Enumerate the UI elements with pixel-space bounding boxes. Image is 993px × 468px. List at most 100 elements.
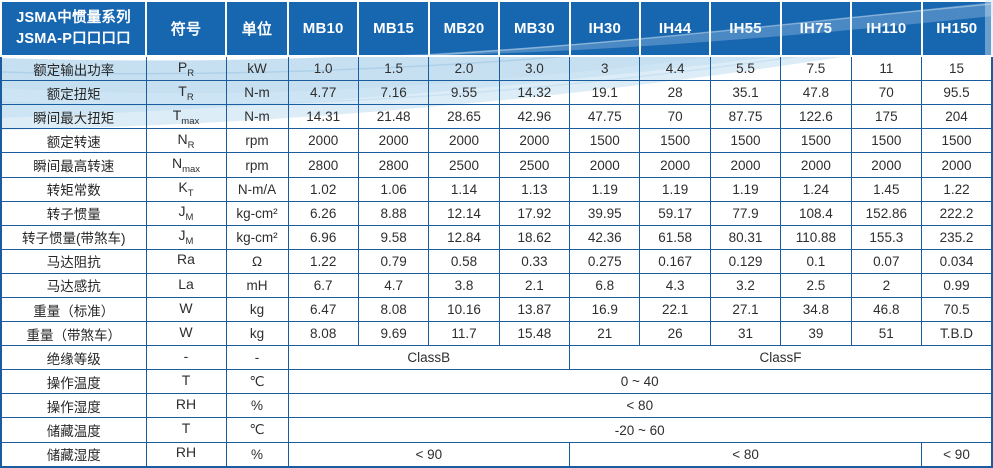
symbol-main: J xyxy=(178,227,186,244)
value-cell: 47.75 xyxy=(569,104,641,130)
value-cell: 1500 xyxy=(639,128,711,154)
value-cell: 10.16 xyxy=(428,297,500,323)
value-cell: 155.3 xyxy=(850,224,923,250)
symbol-cell: TR xyxy=(145,80,227,106)
value-cell: 1.0 xyxy=(287,55,359,82)
unit-cell: N-m xyxy=(225,80,289,106)
merged-value-cell: ClassF xyxy=(569,345,993,371)
value-cell: 1.19 xyxy=(709,176,782,202)
spec-row: 马达阻抗 Ra Ω 1.22 0.79 0.58 0.33 0.275 0.167 0.129 0.… xyxy=(0,248,993,274)
value-cell: 21.48 xyxy=(357,104,430,130)
col-header-model-ih110: IH110 xyxy=(850,0,923,57)
row-label: 转矩常数 xyxy=(0,176,147,202)
symbol-cell: KT xyxy=(145,176,227,202)
value-cell: 70.5 xyxy=(921,297,993,323)
symbol-main: N xyxy=(177,131,188,147)
value-cell: 70 xyxy=(639,104,711,130)
value-cell: 222.2 xyxy=(921,200,993,226)
spec-row: 操作湿度 RH% < 80 xyxy=(0,393,993,419)
value-cell: 51 xyxy=(850,321,923,347)
spec-row: 转子惯量(带煞车) JM kg-cm² 6.96 9.58 12.84 18.62 42.36… xyxy=(0,224,993,250)
value-cell: 35.1 xyxy=(709,80,782,106)
value-cell: 1.19 xyxy=(569,176,641,202)
row-label: 瞬间最高转速 xyxy=(0,152,147,178)
value-cell: 1.14 xyxy=(428,176,500,202)
value-cell: 6.8 xyxy=(569,272,641,299)
row-label: 转子惯量 xyxy=(0,200,147,226)
unit-cell: N-m xyxy=(225,104,289,130)
row-label: 额定扭矩 xyxy=(0,80,147,106)
symbol-main: W xyxy=(179,299,193,316)
symbol-main: RH xyxy=(175,444,197,461)
symbol-main: K xyxy=(178,179,188,196)
value-cell: 152.86 xyxy=(850,200,923,226)
spec-row: 马达感抗 La mH 6.7 4.7 3.8 2.1 6.8 4.3 3.2 2.5 2 0.99 xyxy=(0,272,993,299)
unit-cell: % xyxy=(225,441,289,468)
value-cell: 3 xyxy=(569,55,641,82)
value-cell: 1500 xyxy=(569,128,641,154)
value-cell: 12.14 xyxy=(428,200,500,226)
value-cell: 108.4 xyxy=(780,200,852,226)
row-label: 额定转速 xyxy=(0,128,147,154)
symbol-cell: W xyxy=(145,321,227,347)
value-cell: 95.5 xyxy=(921,80,993,106)
merged-value-cell: < 80 xyxy=(287,393,993,419)
symbol-main: J xyxy=(178,203,186,220)
value-cell: 2500 xyxy=(428,152,500,178)
value-cell: 21 xyxy=(569,321,641,347)
value-cell: 16.9 xyxy=(569,297,641,323)
spec-table-body: 额定输出功率 PR kW 1.0 1.5 2.0 3.0 3 4.4 5.5 7.5 11 15 额定扭矩… xyxy=(0,55,993,468)
value-cell: 0.129 xyxy=(709,248,782,274)
spec-row: 操作温度 T ℃ 0 ~ 40 xyxy=(0,369,993,395)
value-cell: 3.0 xyxy=(498,55,571,82)
merged-value-cell: -20 ~ 60 xyxy=(287,417,993,443)
unit-cell: rpm xyxy=(225,128,289,154)
value-cell: 6.96 xyxy=(287,224,359,250)
value-cell: 0.034 xyxy=(921,248,993,274)
symbol-main: RH xyxy=(175,396,197,413)
value-cell: 77.9 xyxy=(709,200,782,226)
row-label: 绝缘等级 xyxy=(0,345,147,371)
value-cell: 4.7 xyxy=(357,272,430,299)
spec-row: 额定转速 NR rpm 2000 2000 2000 2000 1500 1500 1500 150… xyxy=(0,128,993,154)
value-cell: 9.69 xyxy=(357,321,430,347)
unit-cell: kg-cm² xyxy=(225,224,289,250)
value-cell: 2000 xyxy=(357,128,430,154)
value-cell: 28.65 xyxy=(428,104,500,130)
value-cell: 26 xyxy=(639,321,711,347)
symbol-main: W xyxy=(179,323,193,340)
col-header-unit: 单位 xyxy=(225,0,289,57)
value-cell: 2.0 xyxy=(428,55,500,82)
value-cell: 1.24 xyxy=(780,176,852,202)
col-header-model-mb20: MB20 xyxy=(427,0,501,57)
value-cell: 61.58 xyxy=(639,224,711,250)
value-cell: 9.55 xyxy=(428,80,500,106)
symbol-cell: NR xyxy=(145,128,227,154)
merged-value-cell: < 80 xyxy=(569,441,923,468)
col-header-model-ih75: IH75 xyxy=(779,0,853,57)
row-label: 马达阻抗 xyxy=(0,248,147,274)
row-label: 操作湿度 xyxy=(0,393,147,419)
header-row: JSMA中惯量系列 JSMA-P口口口口 符号 单位 MB10 MB15 MB20 M… xyxy=(0,0,993,57)
symbol-main: Ra xyxy=(177,251,195,268)
value-cell: 42.36 xyxy=(569,224,641,250)
unit-cell: Ω xyxy=(225,248,289,274)
value-cell: 14.31 xyxy=(287,104,359,130)
row-label: 瞬间最大扭矩 xyxy=(0,104,147,130)
value-cell: 2000 xyxy=(287,128,359,154)
value-cell: 15 xyxy=(921,55,993,82)
symbol-main: T xyxy=(181,420,191,437)
value-cell: 18.62 xyxy=(498,224,571,250)
value-cell: 34.8 xyxy=(780,297,852,323)
value-cell: 14.32 xyxy=(498,80,571,106)
col-header-model-ih44: IH44 xyxy=(638,0,712,57)
value-cell: 0.07 xyxy=(850,248,923,274)
symbol-cell: RH xyxy=(145,393,227,419)
row-label: 操作温度 xyxy=(0,369,147,395)
value-cell: 1500 xyxy=(921,128,993,154)
value-cell: 17.92 xyxy=(498,200,571,226)
symbol-cell: T xyxy=(145,417,227,443)
symbol-main: T xyxy=(172,106,182,123)
value-cell: 28 xyxy=(639,80,711,106)
